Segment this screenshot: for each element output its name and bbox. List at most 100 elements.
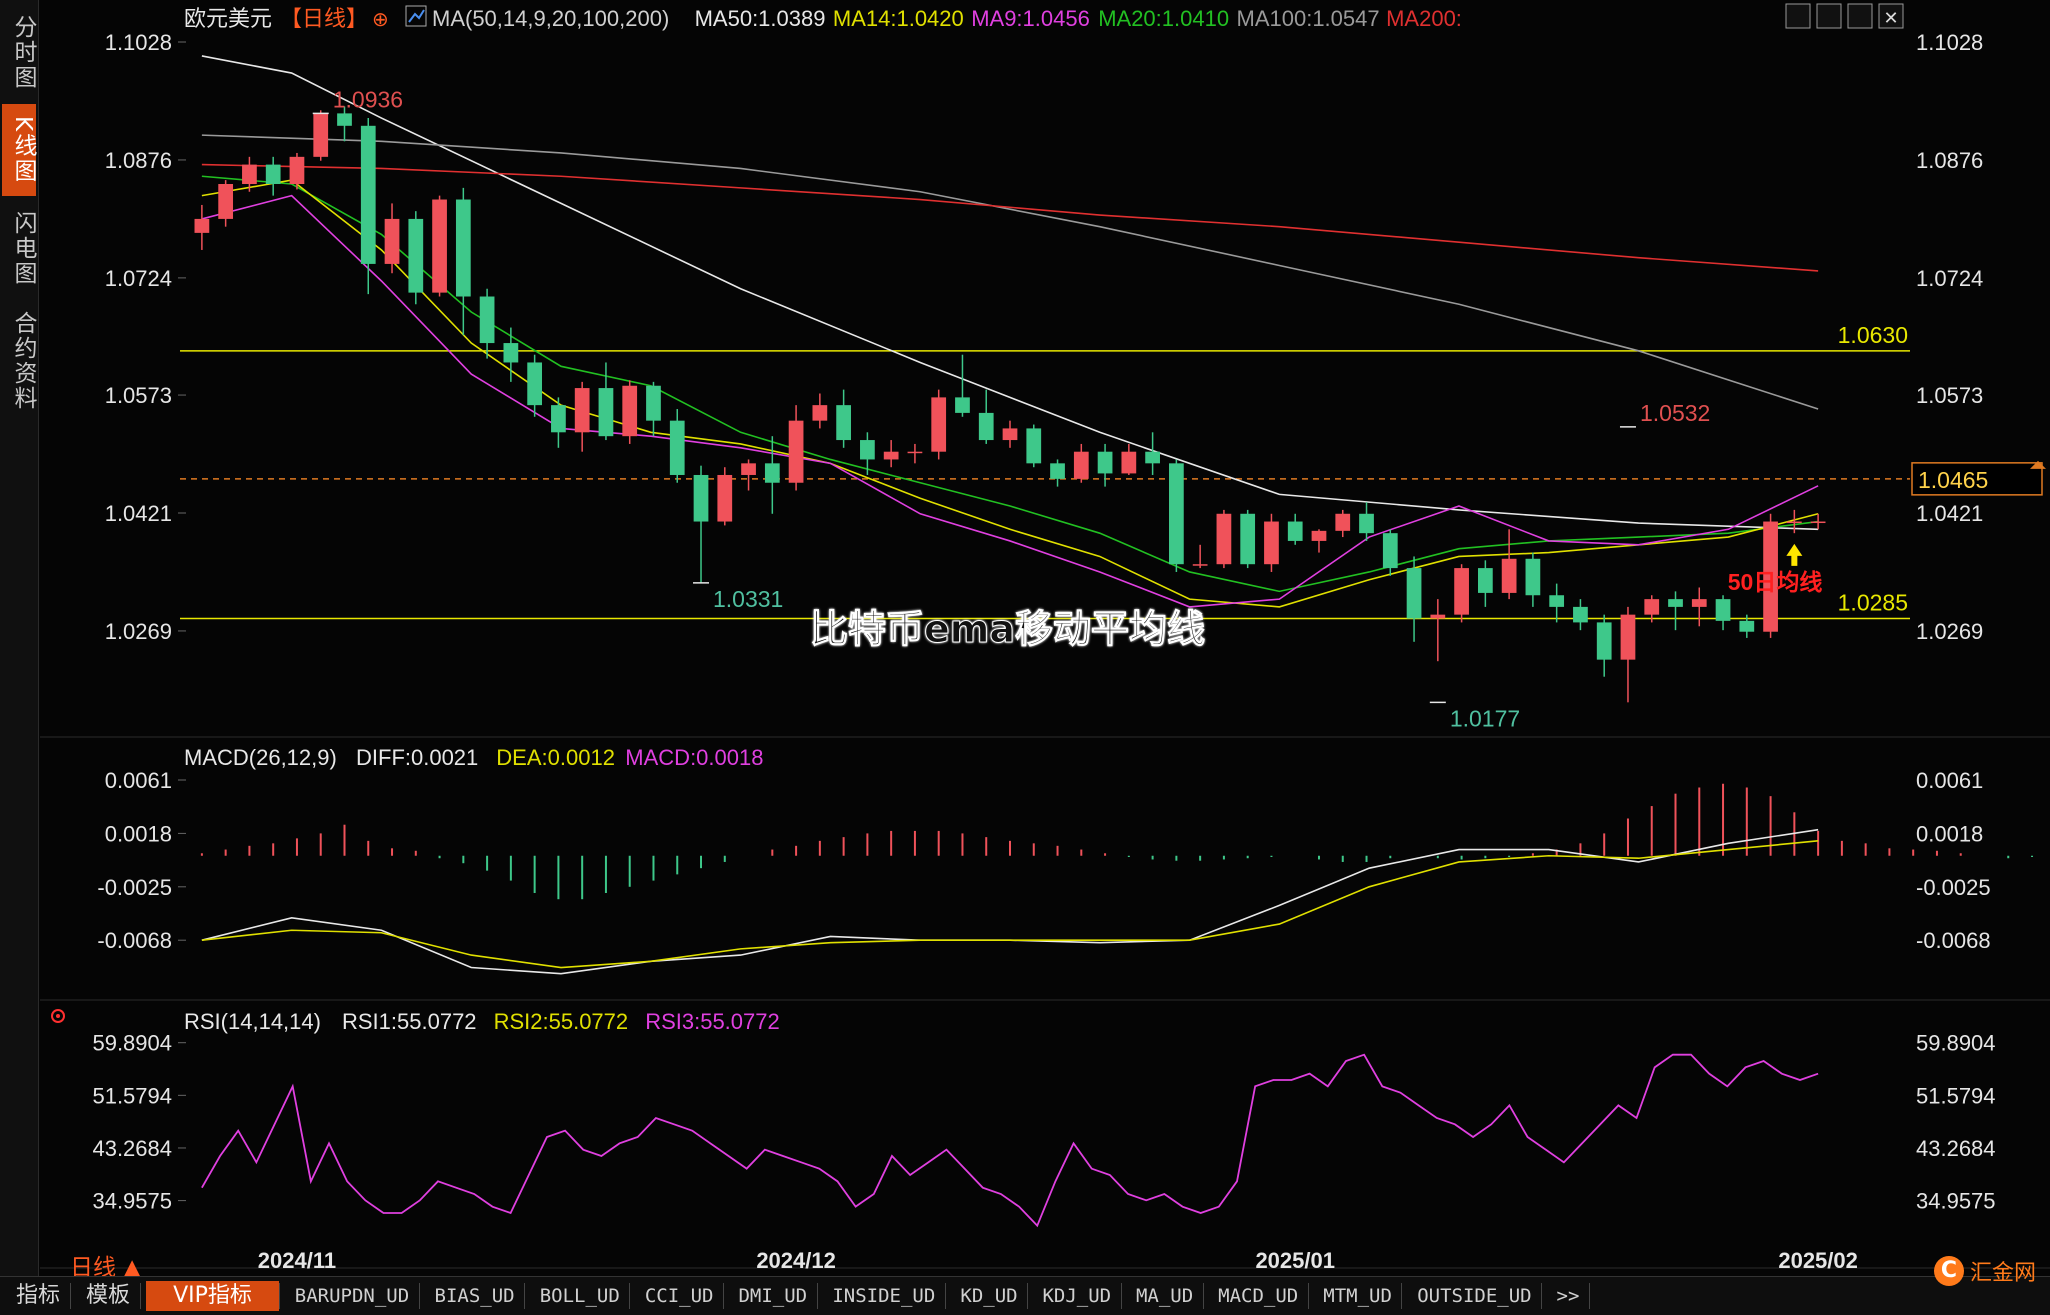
candle-body — [1573, 606, 1588, 623]
price-tick-label-right: 1.0421 — [1916, 501, 1983, 526]
rsi-tick-label-left: 51.5794 — [92, 1083, 172, 1108]
rsi-title: RSI(14,14,14) — [184, 1009, 321, 1034]
ma-settings-icon — [405, 5, 427, 27]
indicator-tab[interactable]: BOLL_UD — [539, 1285, 620, 1307]
extreme-label: 1.0532 — [1640, 400, 1710, 426]
settings-gear-icon — [51, 1009, 65, 1023]
tab-separator — [1202, 1283, 1204, 1309]
candle-body — [1525, 558, 1541, 596]
candle-body — [1264, 521, 1279, 565]
candle-body — [1691, 599, 1707, 607]
view-tabs-sidebar: 分时图 K线图 闪电图 合约资料 — [0, 0, 39, 1276]
candle-body — [1477, 568, 1493, 593]
candle-body — [1359, 513, 1374, 534]
current-price-value: 1.0465 — [1918, 467, 1988, 493]
ma-line-ma200 — [201, 163, 1819, 272]
rsi-tick-label-left: 43.2684 — [92, 1136, 172, 1161]
candle-body — [1145, 451, 1160, 464]
macd-tick-label-left: -0.0025 — [97, 875, 172, 900]
candle-body — [598, 388, 614, 437]
gridlines — [40, 736, 2050, 1269]
axes: 1.1028 1.1028 1.0876 1.0876 1.0724 1.0724 1.05… — [92, 30, 1995, 1273]
indicator-tab[interactable]: MACD_UD — [1218, 1285, 1299, 1307]
indicator-tab[interactable]: INSIDE_UD — [832, 1285, 936, 1307]
macd-tick-label-right: 0.0061 — [1916, 768, 1983, 793]
price-tick-label-right: 1.0573 — [1916, 383, 1983, 408]
candle-body — [1668, 599, 1683, 607]
macd-tick-label-right: -0.0025 — [1916, 875, 1991, 900]
ma-line-ma14 — [201, 179, 1819, 608]
price-tick-label-left: 1.0724 — [105, 266, 172, 291]
candle-body — [1169, 463, 1184, 565]
macd-tick-label-left: -0.0068 — [97, 928, 172, 953]
candle-body — [788, 420, 804, 483]
tab-separator — [279, 1283, 280, 1309]
indicator-tab[interactable]: BIAS_UD — [434, 1285, 515, 1307]
indicator-tab[interactable]: 指标 — [15, 1283, 60, 1308]
chart-canvas[interactable]: 1.0630 1.0285 1.0936 1.0331 1.0532 1.0177 50日均… — [0, 0, 2050, 1276]
candle-body — [1596, 622, 1612, 660]
candle-body — [1287, 521, 1303, 541]
rsi-line — [201, 1053, 1819, 1228]
ma50-callout: 50日均线 — [1728, 569, 1823, 595]
macd-title: MACD(26,12,9) — [184, 745, 337, 770]
candle-body — [1501, 558, 1517, 593]
tab-kline[interactable]: K线图 — [2, 104, 36, 196]
macd-panel — [200, 783, 2034, 975]
tab-separator — [723, 1283, 724, 1309]
legends: 欧元美元 【日线】 ⊕ MA(50,14,9,20,100,200) MA50:1.03… — [51, 3, 1904, 1034]
tab-time-sharing[interactable]: 分时图 — [10, 14, 36, 90]
candle-body — [1786, 521, 1802, 524]
candle-body — [360, 125, 376, 264]
tab-separator — [816, 1283, 818, 1309]
candle-body — [931, 397, 947, 452]
candle-body — [978, 412, 994, 441]
indicator-tab[interactable]: BARUPDN_UD — [294, 1285, 410, 1307]
indicator-tab[interactable]: MA_UD — [1135, 1285, 1194, 1307]
indicator-tab[interactable]: CCI_UD — [644, 1285, 714, 1307]
export-icon — [1847, 3, 1873, 29]
candle-body — [1002, 428, 1018, 441]
logo-text: 汇金网 — [1969, 1261, 2036, 1286]
candle-body — [1715, 599, 1731, 621]
add-indicator-icon: ⊕ — [372, 9, 389, 31]
level-label: 1.0285 — [1838, 590, 1908, 616]
candle-body — [1454, 568, 1469, 615]
indicator-tab[interactable]: VIP指标 — [146, 1281, 279, 1311]
rsi-tick-label-right: 51.5794 — [1916, 1083, 1996, 1108]
price-tick-label-right: 1.1028 — [1916, 30, 1983, 55]
candle-body — [265, 164, 281, 184]
indicator-tab[interactable]: 模板 — [85, 1283, 130, 1308]
tab-contract-info[interactable]: 合约资料 — [10, 311, 36, 411]
rsi-tick-label-left: 34.9575 — [92, 1189, 172, 1214]
tab-separator — [1307, 1283, 1309, 1309]
indicator-tab[interactable]: DMI_UD — [738, 1285, 808, 1307]
candle-body — [503, 343, 519, 363]
rsi-tick-label-right: 43.2684 — [1916, 1136, 1996, 1161]
candle-body — [1240, 513, 1256, 565]
tab-separator — [140, 1283, 141, 1309]
candle-body — [1050, 463, 1065, 479]
indicator-tab[interactable]: >> — [1556, 1285, 1580, 1307]
price-tick-label-right: 1.0724 — [1916, 266, 1983, 291]
layout-grid-icon — [1785, 3, 1811, 29]
candle-body — [384, 218, 400, 264]
candle-body — [551, 405, 566, 433]
candle-body — [812, 405, 828, 421]
candle-body — [836, 405, 851, 441]
extreme-label: 1.0331 — [713, 586, 783, 612]
macd-tick-label-left: 0.0018 — [105, 821, 172, 846]
ma-legend-item: MA100:1.0547 — [1237, 6, 1380, 31]
rsi-legend-item: RSI2:55.0772 — [494, 1009, 629, 1034]
candle-body — [455, 199, 471, 297]
price-tick-label-left: 1.0269 — [105, 619, 172, 644]
tab-flash-chart[interactable]: 闪电图 — [10, 210, 36, 286]
indicator-tab[interactable]: KD_UD — [960, 1285, 1018, 1307]
indicator-tab[interactable]: KDJ_UD — [1042, 1285, 1112, 1307]
candle-body — [1430, 614, 1446, 619]
close-icon — [1878, 3, 1904, 29]
x-axis-label: 2025/01 — [1255, 1248, 1335, 1273]
indicator-tab[interactable]: MTM_UD — [1323, 1285, 1392, 1307]
indicator-tab[interactable]: OUTSIDE_UD — [1417, 1285, 1532, 1307]
